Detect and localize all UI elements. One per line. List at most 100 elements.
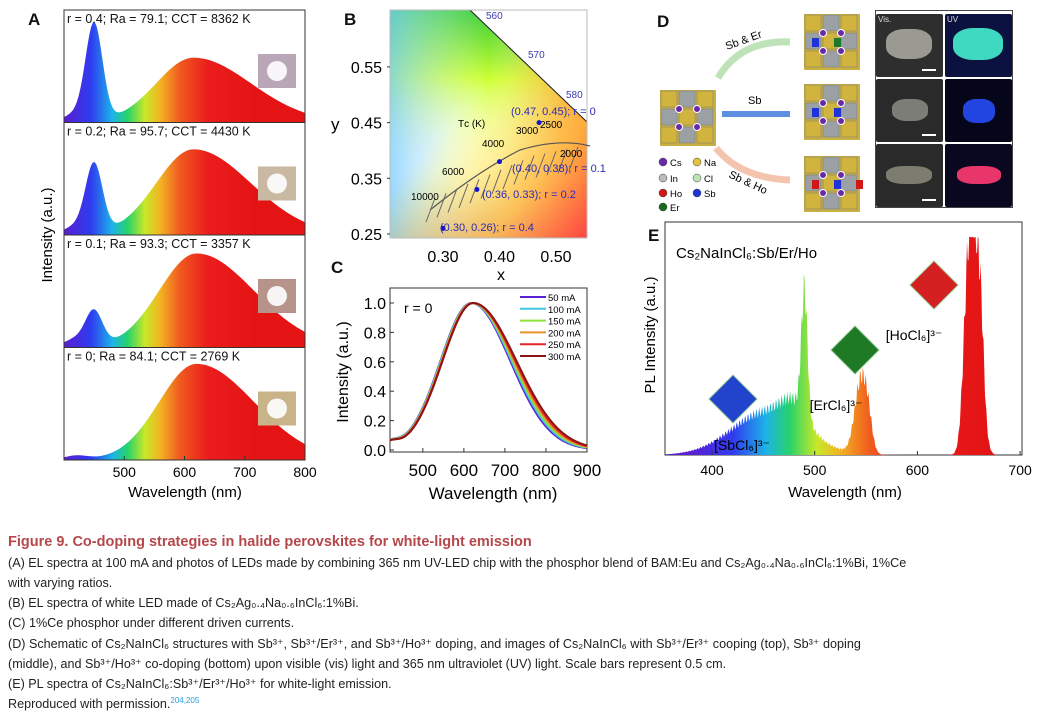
x-tick-label: 500: [409, 461, 437, 480]
subpanel-label: r = 0.1; Ra = 93.3; CCT = 3357 K: [67, 237, 251, 251]
dopant-octahedron: [812, 180, 819, 189]
cs-atom: [837, 171, 845, 179]
dopant-octahedron: [812, 108, 819, 117]
x-axis-label: x: [497, 267, 505, 284]
tc-tick-label: 4000: [482, 139, 505, 150]
octahedron: [822, 120, 840, 138]
wavelength-label: 560: [486, 11, 503, 22]
cs-atom: [675, 105, 683, 113]
sample: [963, 99, 995, 123]
legend-label: Cl: [704, 174, 713, 185]
spectrum-area: [64, 253, 305, 348]
x-tick-label: 900: [573, 461, 601, 480]
cs-atom: [837, 189, 845, 197]
y-tick-label: 0.45: [351, 116, 382, 133]
octahedron: [660, 126, 678, 144]
point-label: (0.40, 0.38); r = 0.1: [512, 163, 606, 175]
legend-atom: [658, 202, 668, 212]
led-glow: [267, 173, 287, 194]
dopant-octahedron: [834, 108, 841, 117]
legend-label: 100 mA: [548, 305, 581, 316]
photo-vis-top: Vis.: [876, 14, 943, 77]
octahedron-illustration: [830, 325, 880, 375]
x-axis-label: Wavelength (nm): [128, 484, 242, 501]
reference-link[interactable]: 204,205: [170, 696, 200, 705]
octahedron: [696, 126, 714, 144]
x-tick-label: 500: [803, 462, 827, 478]
annotation: r = 0: [404, 300, 433, 316]
octahedron: [804, 14, 822, 32]
spectrum-area: [64, 22, 305, 123]
led-glow: [267, 61, 287, 81]
photo-label-vis: Vis.: [878, 15, 892, 24]
isotherm-tick: [513, 160, 524, 185]
octahedron: [804, 50, 822, 68]
spectral-locus: [469, 9, 588, 123]
isotherm-tick: [502, 164, 513, 190]
chromaticity-point: [474, 186, 480, 192]
legend-label: Na: [704, 158, 717, 169]
octahedron-label: [ErCl₆]³⁻: [810, 397, 863, 413]
octahedron-label: [SbCl₆]³⁻: [714, 437, 770, 453]
series-line: [389, 302, 588, 447]
cs-atom: [819, 47, 827, 55]
caption-line: (B) EL spectra of white LED made of Cs₂A…: [8, 596, 359, 610]
caption-title: Figure 9. Co-doping strategies in halide…: [8, 534, 532, 550]
wavelength-label: 580: [566, 90, 583, 101]
chromaticity-point: [440, 225, 446, 231]
cs-atom: [693, 123, 701, 131]
y-tick-label: 0.2: [364, 414, 386, 431]
panel-label-a: A: [28, 10, 41, 29]
caption-permission: Reproduced with permission.: [8, 697, 171, 712]
x-tick-label: 0.30: [427, 249, 458, 266]
y-tick-label: 0.6: [364, 355, 386, 372]
legend-label: 300 mA: [548, 352, 581, 363]
cs-atom: [837, 47, 845, 55]
photo-uv-bottom: [945, 144, 1012, 207]
legend-atom: [692, 188, 702, 198]
dopant-octahedron: [834, 38, 841, 47]
sample: [957, 166, 1001, 184]
y-tick-label: 0.55: [351, 60, 382, 77]
isotherm-tick: [546, 151, 557, 176]
x-tick-label: 700: [233, 464, 257, 480]
legend-atom: [692, 173, 702, 183]
arrow-label: Sb: [748, 95, 761, 107]
octahedron: [840, 50, 858, 68]
tc-tick-label: 10000: [411, 192, 439, 203]
x-tick-label: 800: [532, 461, 560, 480]
cs-atom: [837, 29, 845, 37]
legend-label: 150 mA: [548, 317, 581, 328]
cs-atom: [837, 99, 845, 107]
octahedron: [678, 90, 696, 108]
cs-atom: [819, 117, 827, 125]
legend-label: 250 mA: [548, 340, 581, 351]
tc-tick-label: 6000: [442, 167, 465, 178]
cs-atom: [819, 29, 827, 37]
point-label: (0.36, 0.33); r = 0.2: [482, 189, 576, 201]
scale-bar: [922, 69, 936, 71]
spectrum-area: [64, 149, 305, 235]
scale-bar: [922, 199, 936, 201]
legend-atom: [658, 188, 668, 198]
isotherm-tick: [447, 188, 458, 213]
octahedron-illustration: [708, 374, 758, 424]
panel-label-d: D: [657, 12, 670, 31]
dopant-octahedron: [812, 38, 819, 47]
led-glow: [267, 286, 287, 306]
sample: [892, 99, 928, 121]
arrow-sb-ho: [713, 145, 791, 184]
legend-label: 50 mA: [548, 293, 576, 304]
panel-label-c: C: [331, 258, 344, 277]
chromaticity-point: [497, 159, 502, 165]
octahedron: [660, 90, 678, 108]
x-tick-label: 600: [450, 461, 478, 480]
subpanel-label: r = 0; Ra = 84.1; CCT = 2769 K: [67, 350, 241, 364]
y-axis-label: Intensity (a.u.): [39, 187, 56, 282]
x-tick-label: 700: [1008, 462, 1032, 478]
x-tick-label: 500: [113, 464, 137, 480]
plot-frame: [389, 9, 588, 239]
tc-tick-label: 3000: [516, 126, 539, 137]
